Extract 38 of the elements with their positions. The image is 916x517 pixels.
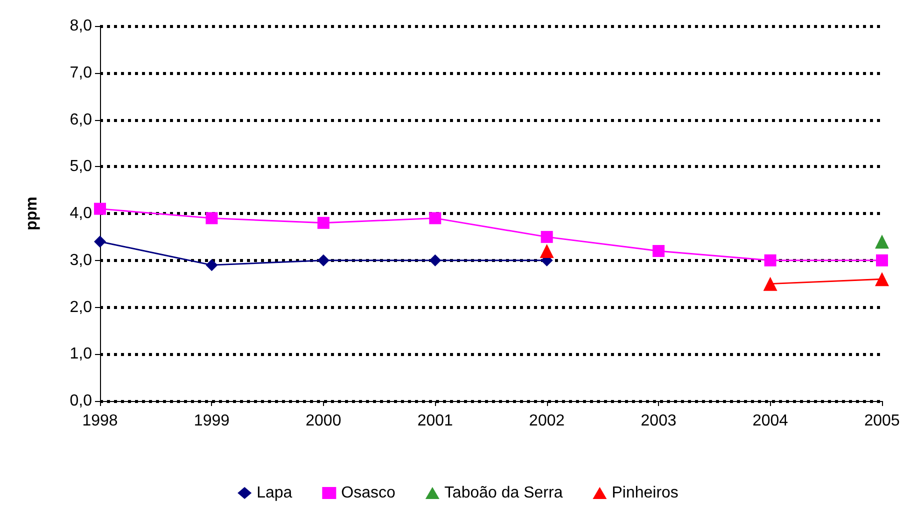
y-tick-label: 3,0 — [70, 252, 92, 269]
legend-label: Osasco — [341, 484, 396, 502]
point — [540, 230, 553, 243]
point — [540, 244, 554, 258]
x-tick-label: 2001 — [417, 412, 454, 430]
y-tick-label: 4,0 — [70, 205, 92, 222]
point — [94, 236, 106, 248]
point — [94, 202, 106, 215]
y-tick-label: 8,0 — [70, 18, 92, 34]
legend-label: Lapa — [256, 484, 292, 502]
x-tick-label: 2000 — [306, 412, 342, 430]
y-tick-label: 7,0 — [70, 64, 92, 82]
point — [875, 272, 889, 286]
point — [763, 276, 778, 291]
point — [429, 212, 442, 224]
legend-label: Taboão da Serra — [444, 484, 563, 502]
x-tick-label: 1999 — [194, 412, 230, 430]
y-tick-label: 2,0 — [70, 298, 92, 316]
y-axis-title: ppm — [24, 196, 40, 230]
point — [317, 254, 330, 266]
point — [875, 234, 889, 249]
x-tick-label: 1998 — [82, 412, 118, 430]
legend-label: Pinheiros — [612, 484, 678, 502]
point — [317, 216, 330, 229]
x-tick-label: 2002 — [529, 412, 565, 430]
y-tick-label: 5,0 — [70, 158, 92, 176]
x-tick-label: 2005 — [864, 412, 900, 430]
point — [206, 259, 218, 272]
point — [764, 254, 776, 266]
point — [429, 254, 442, 266]
point — [876, 254, 888, 266]
y-tick-label: 0,0 — [70, 392, 92, 410]
point — [652, 245, 665, 257]
x-tick-label: 2004 — [752, 412, 788, 430]
y-tick-label: 1,0 — [70, 346, 92, 363]
y-tick-label: 6,0 — [70, 111, 92, 128]
point — [206, 212, 218, 224]
x-tick-label: 2003 — [640, 412, 676, 430]
